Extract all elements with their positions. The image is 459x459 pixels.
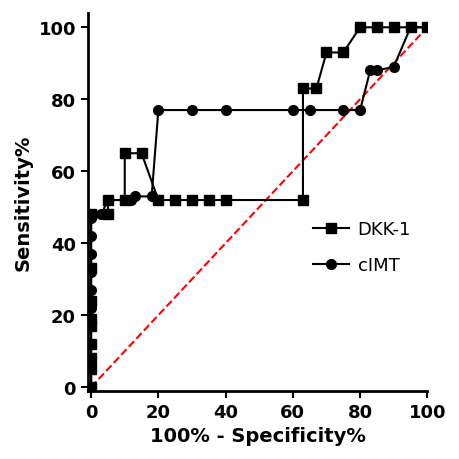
cIMT [88, 252, 94, 257]
DKK-1 [206, 198, 211, 203]
DKK-1 [300, 86, 305, 92]
DKK-1 [88, 212, 94, 218]
cIMT [88, 341, 94, 347]
X-axis label: 100% - Specificity%: 100% - Specificity% [149, 426, 365, 445]
DKK-1 [172, 198, 178, 203]
cIMT [407, 25, 412, 31]
DKK-1 [357, 25, 362, 31]
cIMT [373, 68, 379, 74]
Y-axis label: Sensitivity%: Sensitivity% [14, 134, 33, 270]
cIMT [357, 108, 362, 113]
DKK-1 [189, 198, 194, 203]
DKK-1 [88, 367, 94, 372]
cIMT [88, 288, 94, 293]
DKK-1 [407, 25, 412, 31]
cIMT [88, 306, 94, 311]
DKK-1 [390, 25, 396, 31]
DKK-1 [88, 341, 94, 347]
cIMT [88, 216, 94, 221]
cIMT [290, 108, 295, 113]
Legend: DKK-1, cIMT: DKK-1, cIMT [305, 213, 417, 282]
Line: cIMT: cIMT [86, 23, 431, 392]
cIMT [88, 269, 94, 275]
cIMT [132, 194, 137, 200]
cIMT [88, 212, 94, 218]
Line: DKK-1: DKK-1 [86, 23, 431, 392]
DKK-1 [88, 266, 94, 272]
DKK-1 [222, 198, 228, 203]
DKK-1 [122, 151, 127, 157]
DKK-1 [424, 25, 429, 31]
cIMT [390, 65, 396, 71]
cIMT [88, 385, 94, 390]
cIMT [98, 212, 104, 218]
cIMT [340, 108, 345, 113]
DKK-1 [323, 50, 329, 56]
cIMT [88, 234, 94, 239]
cIMT [88, 356, 94, 361]
cIMT [129, 198, 134, 203]
DKK-1 [139, 151, 144, 157]
DKK-1 [122, 198, 127, 203]
DKK-1 [88, 298, 94, 304]
cIMT [222, 108, 228, 113]
DKK-1 [105, 198, 111, 203]
cIMT [155, 108, 161, 113]
DKK-1 [88, 385, 94, 390]
DKK-1 [88, 356, 94, 361]
DKK-1 [300, 198, 305, 203]
DKK-1 [105, 212, 111, 218]
cIMT [367, 68, 372, 74]
cIMT [189, 108, 194, 113]
DKK-1 [340, 50, 345, 56]
DKK-1 [313, 86, 319, 92]
cIMT [306, 108, 312, 113]
DKK-1 [373, 25, 379, 31]
cIMT [149, 194, 154, 200]
cIMT [105, 198, 111, 203]
DKK-1 [88, 324, 94, 329]
DKK-1 [88, 316, 94, 322]
cIMT [88, 320, 94, 325]
cIMT [424, 25, 429, 31]
DKK-1 [155, 198, 161, 203]
